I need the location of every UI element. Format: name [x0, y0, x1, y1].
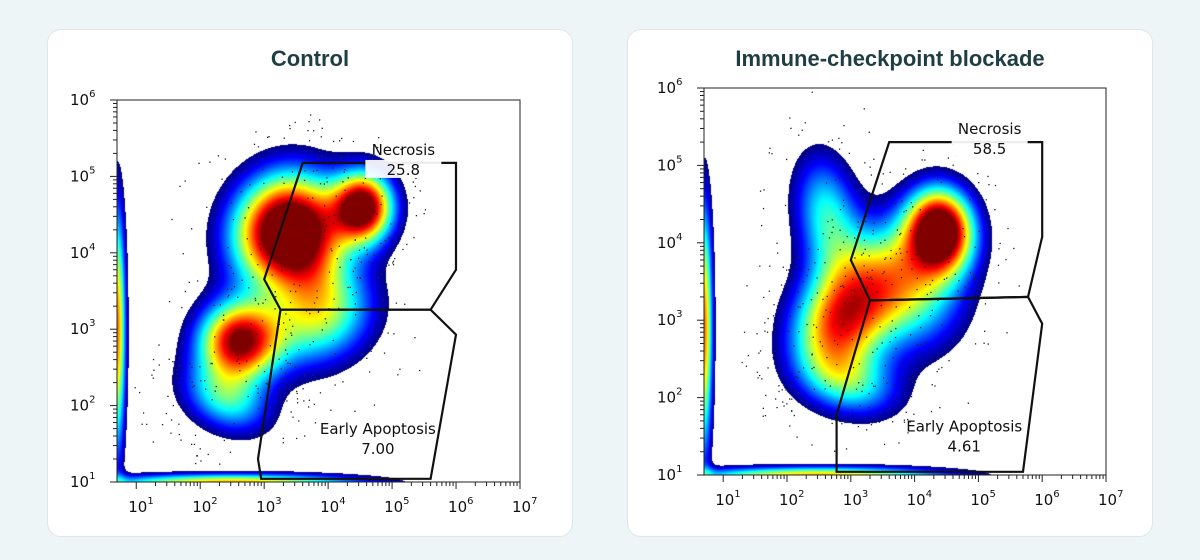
gate-necrosis[interactable]: Necrosis 58.5 — [849, 120, 1044, 302]
y-tick-label: 105 — [70, 165, 95, 185]
density-heatmap — [704, 88, 1106, 475]
y-tick-label: 105 — [657, 154, 682, 174]
x-axis: 101 102 103 104 105 106 107 — [128, 482, 537, 516]
gate-early-apoptosis[interactable]: Early Apoptosis 4.61 — [835, 295, 1044, 473]
y-axis: 101 102 103 104 105 106 — [657, 77, 704, 484]
gate-early-apoptosis[interactable]: Early Apoptosis 7.00 — [256, 308, 458, 480]
gate-name-label: Necrosis — [958, 120, 1022, 138]
x-tick-label: 101 — [715, 489, 740, 509]
x-tick-label: 103 — [256, 496, 281, 516]
gate-percent-label: 25.8 — [387, 161, 420, 179]
outlier-events — [134, 114, 427, 465]
control-plot-title: Control — [270, 46, 350, 71]
x-tick-label: 104 — [907, 489, 932, 509]
x-tick-label: 107 — [512, 496, 537, 516]
gate-percent-label: 7.00 — [361, 440, 394, 458]
y-tick-label: 106 — [70, 89, 95, 109]
y-axis: 101 102 103 104 105 106 — [70, 89, 117, 491]
x-tick-label: 103 — [843, 489, 868, 509]
control-density-plot: 101 102 103 104 105 106 107 101 102 103 104 105 106 N… — [70, 89, 537, 516]
x-tick-label: 106 — [448, 496, 473, 516]
y-tick-label: 102 — [70, 395, 95, 415]
y-tick-label: 101 — [70, 471, 95, 491]
y-tick-label: 106 — [657, 77, 682, 97]
x-tick-label: 102 — [779, 489, 804, 509]
y-tick-label: 101 — [657, 464, 682, 484]
y-tick-label: 102 — [657, 387, 682, 407]
x-tick-label: 101 — [128, 496, 153, 516]
blockade-plot-title: Immune-checkpoint blockade — [735, 46, 1045, 71]
x-tick-label: 104 — [320, 496, 345, 516]
gate-name-label: Early Apoptosis — [320, 420, 436, 438]
blockade-plot-card: Immune-checkpoint blockade 101 102 103 104 1… — [627, 29, 1153, 537]
y-tick-label: 103 — [70, 318, 95, 338]
blockade-density-plot: 101 102 103 104 105 106 107 101 102 103 104 105 106 N… — [657, 77, 1123, 509]
control-plot-card: Control 101 102 103 104 105 106 107 101 102 103 10… — [47, 29, 573, 537]
y-tick-label: 104 — [657, 232, 682, 252]
x-tick-label: 102 — [192, 496, 217, 516]
outlier-events — [741, 91, 1020, 452]
x-axis: 101 102 103 104 105 106 107 — [715, 475, 1123, 509]
y-tick-label: 103 — [657, 309, 682, 329]
x-tick-label: 105 — [384, 496, 409, 516]
gate-percent-label: 4.61 — [948, 438, 981, 456]
x-tick-label: 105 — [970, 489, 995, 509]
y-tick-label: 104 — [70, 242, 95, 262]
x-tick-label: 106 — [1034, 489, 1059, 509]
gate-name-label: Early Apoptosis — [906, 418, 1022, 436]
gate-name-label: Necrosis — [372, 141, 436, 159]
density-heatmap — [117, 100, 520, 482]
x-tick-label: 107 — [1098, 489, 1123, 509]
gate-percent-label: 58.5 — [973, 140, 1006, 158]
